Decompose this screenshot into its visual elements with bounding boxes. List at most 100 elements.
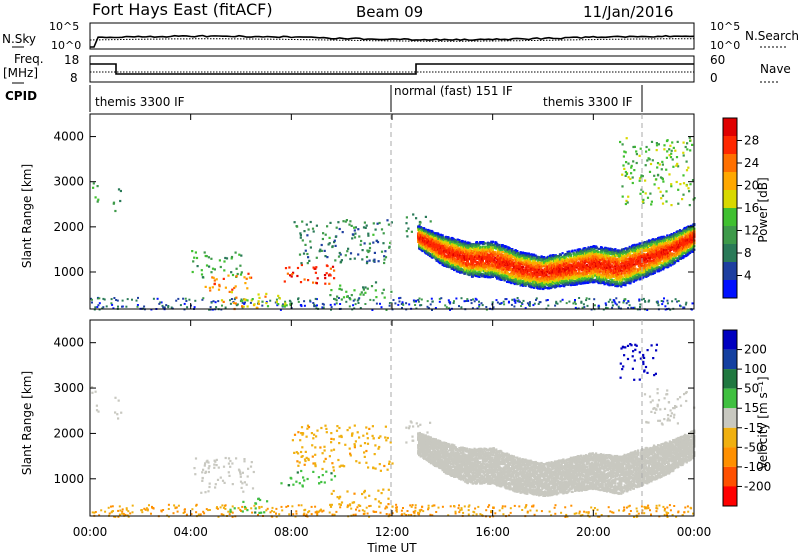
ground-scatter-cell <box>159 301 162 304</box>
echo-band-cell <box>478 269 481 272</box>
echo-cell <box>286 272 289 275</box>
echo-band-cell <box>501 251 505 254</box>
echo-cell <box>405 230 408 233</box>
echo-band-cell <box>555 278 558 281</box>
ground-scatter-cell <box>408 303 411 306</box>
ground-scatter-cell <box>353 298 356 301</box>
echo-band-cell <box>567 266 570 269</box>
echo-band-cell <box>533 284 536 288</box>
echo-band-cell <box>483 251 486 254</box>
date-label: 11/Jan/2016 <box>583 3 674 21</box>
echo-band-cell <box>509 250 512 253</box>
echo-cell <box>631 176 634 179</box>
echo-band-cell <box>461 240 464 243</box>
echo-band-cell <box>476 275 479 278</box>
echo-cell <box>682 141 685 144</box>
ground-scatter-cell <box>578 297 581 299</box>
echo-band-cell <box>510 254 513 257</box>
echo-cell <box>688 190 691 193</box>
echo-cell <box>390 221 393 224</box>
echo-cell <box>378 221 381 225</box>
echo-cell <box>336 295 339 298</box>
echo-cell <box>383 261 386 265</box>
echo-band-cell <box>427 228 430 232</box>
echo-band-cell <box>535 258 538 261</box>
echo-cell <box>288 266 291 269</box>
ground-scatter-cell <box>520 305 523 307</box>
echo-band-cell <box>449 255 452 258</box>
echo-cell <box>623 150 626 153</box>
echo-band-cell <box>447 236 450 239</box>
echo-band-cell <box>488 271 491 274</box>
echo-band-cell <box>527 270 531 273</box>
echo-band-cell <box>491 257 494 260</box>
echo-cell <box>292 271 295 274</box>
echo-cell <box>315 266 318 269</box>
echo-cell <box>301 220 304 223</box>
echo-band-cell <box>514 249 517 252</box>
echo-band-cell <box>428 247 431 250</box>
ground-scatter-cell <box>639 303 642 306</box>
echo-cell <box>328 273 331 276</box>
echo-band-cell <box>565 260 568 263</box>
echo-cell <box>314 271 317 274</box>
echo-band-cell <box>500 256 503 259</box>
echo-band-cell <box>564 267 567 270</box>
echo-cell <box>344 254 347 257</box>
echo-cell <box>381 292 384 295</box>
echo-cell <box>367 234 370 237</box>
echo-band-cell <box>484 242 487 245</box>
echo-band-cell <box>466 258 469 261</box>
echo-band-cell <box>441 238 444 241</box>
echo-band-cell <box>425 239 428 242</box>
echo-band-cell <box>567 262 570 266</box>
echo-cell <box>309 220 312 224</box>
ground-scatter-cell <box>420 304 423 307</box>
echo-band-cell <box>422 236 425 239</box>
echo-cell <box>682 193 685 196</box>
echo-band-cell <box>502 264 505 267</box>
echo-band-cell <box>549 274 552 277</box>
echo-band-cell <box>480 275 484 278</box>
echo-cell <box>365 255 369 259</box>
echo-cell <box>429 220 432 223</box>
echo-cell <box>410 230 413 233</box>
echo-cell <box>321 237 324 241</box>
echo-cell <box>205 264 209 267</box>
echo-band-cell <box>437 237 440 240</box>
echo-band-cell <box>439 233 442 236</box>
echo-cell <box>299 281 303 284</box>
echo-cell <box>649 162 653 166</box>
echo-cell <box>196 265 199 268</box>
echo-band-cell <box>497 256 500 259</box>
echo-cell <box>655 144 659 147</box>
echo-cell <box>231 288 234 291</box>
echo-band-cell <box>522 272 526 275</box>
echo-band-cell <box>528 262 531 265</box>
ground-scatter-cell <box>211 308 214 311</box>
echo-cell <box>661 202 665 205</box>
echo-cell <box>353 229 356 232</box>
echo-cell <box>389 241 392 244</box>
ground-scatter-cell <box>685 301 688 304</box>
echo-band-cell <box>565 257 568 260</box>
echo-cell <box>651 159 654 162</box>
echo-band-cell <box>436 258 439 262</box>
ground-scatter-cell <box>136 305 139 308</box>
echo-band-cell <box>471 275 474 278</box>
echo-cell <box>373 251 376 254</box>
echo-band-cell <box>482 261 485 265</box>
ground-scatter-cell <box>615 297 618 300</box>
echo-cell <box>646 159 649 162</box>
ground-scatter-cell <box>345 300 348 303</box>
echo-band-cell <box>554 276 557 279</box>
echo-cell <box>238 253 241 256</box>
echo-band-cell <box>497 269 500 272</box>
echo-band-cell <box>444 245 447 249</box>
echo-band-cell <box>532 286 536 289</box>
echo-cell <box>240 254 243 257</box>
echo-cell <box>230 271 233 274</box>
echo-band-cell <box>453 247 456 250</box>
echo-band-cell <box>558 278 561 281</box>
ground-scatter-cell <box>297 297 300 300</box>
